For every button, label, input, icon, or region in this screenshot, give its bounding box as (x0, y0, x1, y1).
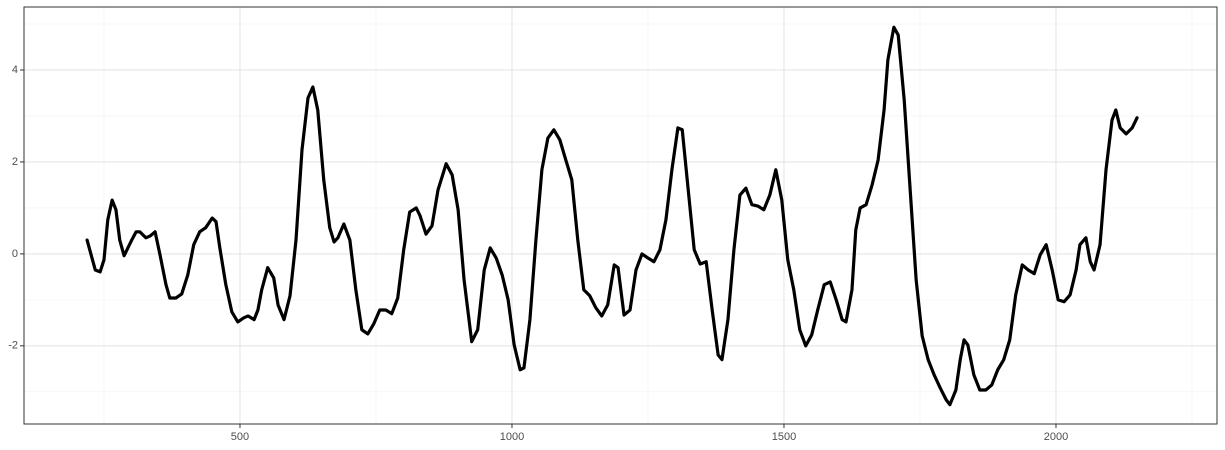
y-tick-label: -2 (8, 340, 18, 352)
x-tick-label: 1500 (772, 431, 796, 443)
y-tick-label: 0 (12, 248, 18, 260)
x-tick-label: 1000 (500, 431, 524, 443)
line (85, 25, 1139, 407)
y-tick-label: 2 (12, 156, 18, 168)
y-tick-label: 4 (12, 64, 18, 76)
x-tick-label: 2000 (1044, 431, 1068, 443)
panel-border (23, 6, 1218, 425)
x-tick-label: 500 (231, 431, 249, 443)
